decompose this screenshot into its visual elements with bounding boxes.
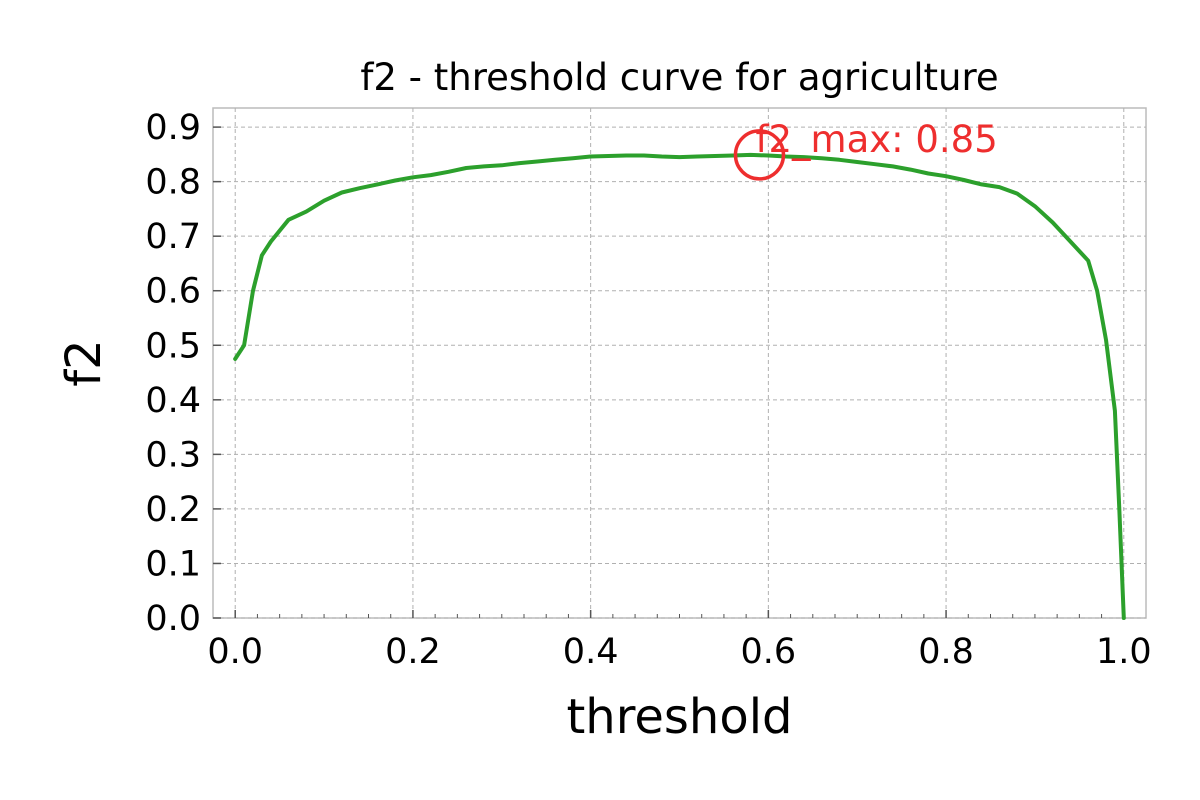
y-axis-label: f2 xyxy=(56,339,112,386)
y-tick-label: 0.8 xyxy=(145,163,201,203)
x-tick-label: 0.6 xyxy=(741,632,797,672)
f2-curve-line xyxy=(233,152,1126,620)
f2-max-marker xyxy=(733,129,786,181)
x-tick-label: 0.8 xyxy=(918,632,974,672)
y-tick-label: 0.3 xyxy=(145,435,201,475)
y-tick-label: 0.1 xyxy=(145,544,201,584)
x-tick-label: 0.4 xyxy=(563,632,619,672)
y-tick-label: 0.2 xyxy=(145,490,201,530)
x-tick-label: 0.2 xyxy=(385,632,441,672)
grid xyxy=(213,108,1146,619)
y-tick-label: 0.5 xyxy=(145,326,201,366)
f2-max-annotation: f2_max: 0.85 xyxy=(755,118,997,161)
x-tick-label: 0.0 xyxy=(207,632,263,672)
chart-title: f2 - threshold curve for agriculture xyxy=(360,56,998,99)
y-tick-label: 0.6 xyxy=(145,272,201,312)
ticks: 0.0 0.2 0.4 0.6 0.8 1.0 0.0 0.1 0.2 0.3 0.4 0.5 0.6 0… xyxy=(145,108,1151,672)
x-axis-label: threshold xyxy=(566,689,792,745)
y-tick-label: 0.9 xyxy=(145,108,201,148)
y-tick-label: 0.4 xyxy=(145,381,201,421)
x-tick-label: 1.0 xyxy=(1096,632,1152,672)
y-tick-label: 0.0 xyxy=(145,599,201,639)
y-tick-label: 0.7 xyxy=(145,217,201,257)
